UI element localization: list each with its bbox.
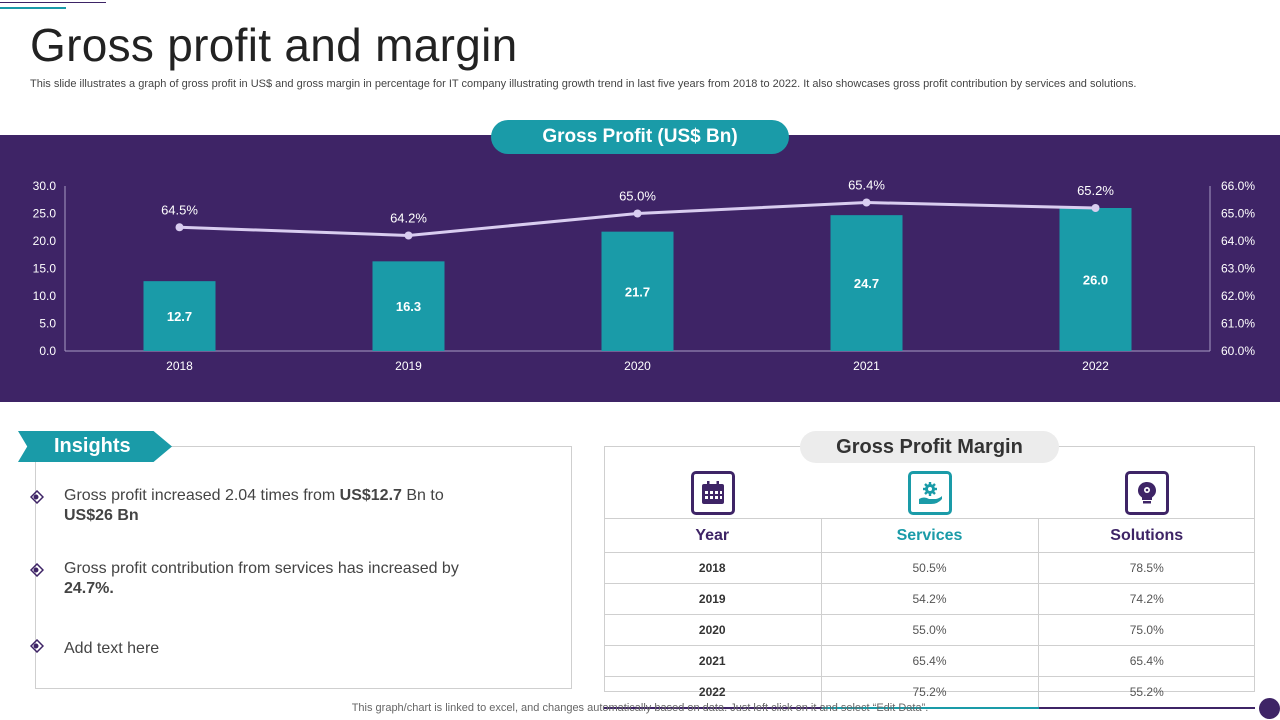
year-cell: 2022 — [604, 676, 821, 709]
bar — [143, 281, 216, 351]
x-tick-label: 2021 — [853, 359, 880, 373]
calendar-icon — [691, 471, 735, 515]
decor-line — [0, 2, 106, 3]
margin-point — [175, 223, 184, 232]
y-tick-label: 0.0 — [39, 344, 56, 358]
y2-tick-label: 61.0% — [1221, 317, 1255, 331]
page-title: Gross profit and margin — [30, 19, 518, 71]
solutions-cell: 78.5% — [1037, 552, 1255, 584]
x-tick-label: 2022 — [1082, 359, 1109, 373]
bar-value-label: 26.0 — [1083, 273, 1108, 288]
insight-text: Gross profit contribution from services … — [64, 560, 459, 577]
bar — [601, 231, 674, 351]
insight-highlight: US$26 Bn — [64, 507, 139, 524]
placeholder-text[interactable]: Add text here — [64, 640, 160, 657]
margin-point — [633, 209, 642, 218]
y-tick-label: 5.0 — [39, 317, 56, 331]
bar-value-label: 16.3 — [396, 299, 421, 314]
y2-tick-label: 64.0% — [1221, 234, 1255, 248]
bullet-arrow-icon — [30, 639, 44, 653]
footer-note: This graph/chart is linked to excel, and… — [351, 702, 929, 714]
table-row: 2020 55.0% 75.0% — [604, 614, 1255, 646]
table-row: 2018 50.5% 78.5% — [604, 552, 1255, 584]
bullet-arrow-icon — [30, 563, 44, 577]
insights-panel — [35, 446, 572, 689]
insight-item[interactable]: Add text here — [64, 639, 484, 659]
solutions-cell: 75.0% — [1037, 614, 1255, 646]
year-cell: 2018 — [604, 552, 821, 584]
margin-table: Year Services Solutions 2018 50.5% 78.5%… — [604, 518, 1255, 709]
insight-text: Gross profit increased 2.04 times from — [64, 487, 340, 504]
bar — [1059, 208, 1132, 351]
column-header-services: Services — [820, 518, 1038, 553]
bar-value-label: 24.7 — [854, 276, 879, 291]
solutions-cell: 74.2% — [1037, 583, 1255, 615]
corner-decoration — [1259, 698, 1280, 719]
table-row: 2021 65.4% 65.4% — [604, 645, 1255, 677]
insight-item: Gross profit increased 2.04 times from U… — [64, 486, 484, 526]
services-cell: 50.5% — [820, 552, 1038, 584]
services-cell: 54.2% — [820, 583, 1038, 615]
y2-tick-label: 66.0% — [1221, 179, 1255, 193]
insights-label: Insights — [18, 431, 172, 462]
margin-value-label: 65.0% — [619, 189, 656, 204]
margin-value-label: 65.2% — [1077, 183, 1114, 198]
y2-tick-label: 65.0% — [1221, 207, 1255, 221]
bar — [372, 261, 445, 351]
decor-line-accent — [0, 7, 66, 9]
y-tick-label: 10.0 — [33, 289, 57, 303]
column-header-year: Year — [604, 518, 821, 553]
bar-value-label: 21.7 — [625, 284, 650, 299]
margin-title: Gross Profit Margin — [800, 431, 1059, 463]
margin-point — [404, 231, 413, 240]
table-row: 2019 54.2% 74.2% — [604, 583, 1255, 615]
margin-value-label: 64.5% — [161, 202, 198, 217]
y2-tick-label: 63.0% — [1221, 262, 1255, 276]
margin-value-label: 64.2% — [390, 211, 427, 226]
margin-value-label: 65.4% — [848, 178, 885, 193]
hand-gear-icon — [908, 471, 952, 515]
page-subtitle: This slide illustrates a graph of gross … — [30, 78, 1137, 90]
x-tick-label: 2018 — [166, 359, 193, 373]
y-tick-label: 25.0 — [33, 207, 57, 221]
margin-point — [862, 198, 871, 207]
y2-tick-label: 62.0% — [1221, 289, 1255, 303]
margin-line — [179, 200, 1096, 238]
year-cell: 2020 — [604, 614, 821, 646]
y2-tick-label: 60.0% — [1221, 344, 1255, 358]
solutions-cell: 55.2% — [1037, 676, 1255, 709]
gross-profit-chart[interactable]: 0.0 5.0 10.0 15.0 20.0 25.0 30.0 60.0% 61.0% 62.0… — [0, 135, 1280, 402]
insight-highlight: US$12.7 — [339, 487, 402, 504]
insight-highlight: 24.7%. — [64, 580, 114, 597]
bulb-gear-icon — [1125, 471, 1169, 515]
chart-title: Gross Profit (US$ Bn) — [491, 120, 789, 154]
insight-text: Bn to — [401, 487, 444, 504]
services-cell: 65.4% — [820, 645, 1038, 677]
bar — [830, 215, 903, 351]
year-cell: 2019 — [604, 583, 821, 615]
y-tick-label: 20.0 — [33, 234, 57, 248]
insight-item: Gross profit contribution from services … — [64, 559, 484, 599]
services-cell: 75.2% — [820, 676, 1038, 709]
y-tick-label: 15.0 — [33, 262, 57, 276]
y-tick-label: 30.0 — [33, 179, 57, 193]
year-cell: 2021 — [604, 645, 821, 677]
bullet-arrow-icon — [30, 490, 44, 504]
table-row: 2022 75.2% 55.2% — [604, 676, 1255, 709]
bar-value-label: 12.7 — [167, 309, 192, 324]
x-tick-label: 2019 — [395, 359, 422, 373]
x-tick-label: 2020 — [624, 359, 651, 373]
column-header-solutions: Solutions — [1037, 518, 1255, 553]
margin-point — [1091, 204, 1100, 212]
solutions-cell: 65.4% — [1037, 645, 1255, 677]
services-cell: 55.0% — [820, 614, 1038, 646]
